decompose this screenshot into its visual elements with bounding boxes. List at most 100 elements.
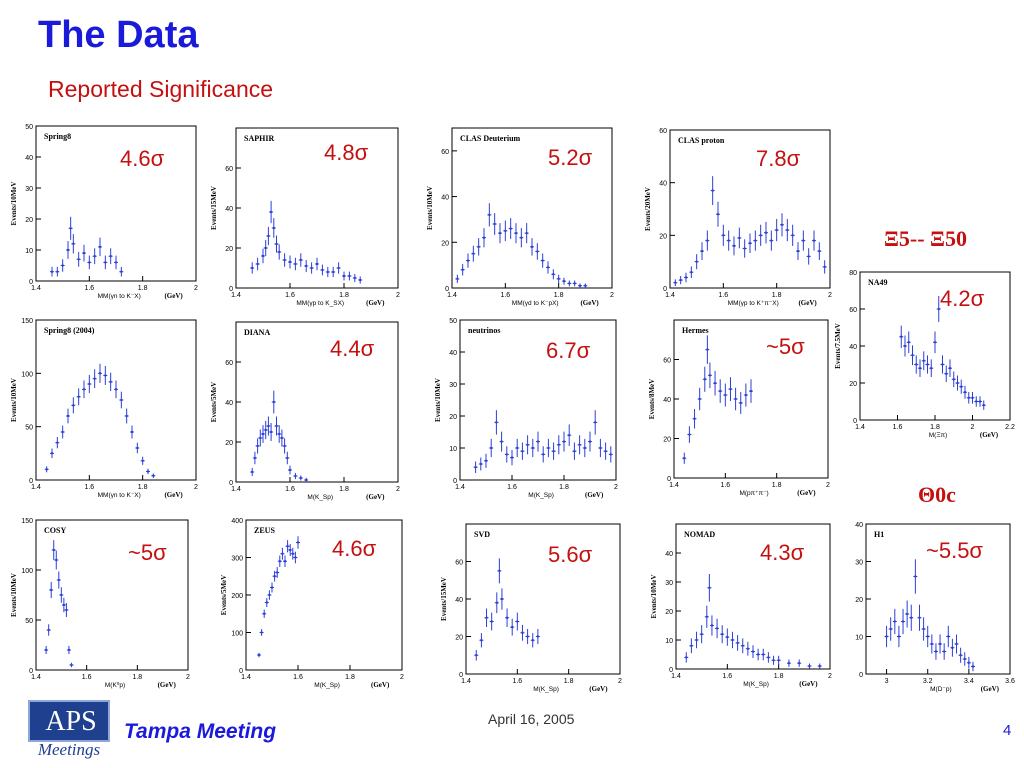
data-point — [694, 631, 699, 649]
data-point — [55, 266, 60, 277]
chart-title: CLAS Deuterium — [460, 134, 521, 143]
data-point — [963, 385, 967, 399]
page-number: 4 — [1003, 722, 1012, 739]
data-point — [489, 438, 494, 458]
data-point — [296, 536, 300, 549]
data-point — [266, 416, 271, 436]
data-point — [721, 224, 726, 246]
data-point — [699, 625, 704, 644]
y-tick-label: 20 — [225, 440, 233, 447]
x-axis-label: M(pπ⁺π⁻) — [739, 490, 768, 497]
x-tick-label: 1.8 — [774, 673, 784, 680]
x-tick-label: 2 — [614, 484, 618, 491]
chart-title: NA49 — [868, 278, 888, 287]
data-point — [280, 547, 285, 560]
y-tick-label: 0 — [853, 418, 857, 425]
plot-frame — [669, 129, 831, 289]
data-point — [269, 423, 274, 441]
chart-panel-hermes: 0 20 40 60 1.4 1.6 1.8 2 Hermes M(pπ⁺π⁻) (GeV) Even… — [648, 319, 830, 497]
y-tick-label: 150 — [21, 518, 33, 525]
y-tick-label: 60 — [441, 149, 449, 156]
data-point — [577, 435, 582, 455]
data-point — [288, 465, 292, 475]
chart-svg: 0 10 20 30 40 50 1.4 1.6 1.8 2 neutrinos M(K_Sp) (Ge… — [434, 318, 618, 499]
x-tick-label: 1.8 — [138, 484, 148, 491]
data-point — [119, 391, 124, 409]
x-axis-unit: (GeV) — [158, 681, 177, 689]
data-point — [103, 365, 108, 385]
data-point — [572, 280, 577, 287]
data-point — [700, 242, 704, 261]
data-point — [51, 540, 56, 560]
x-tick-label: 3.4 — [964, 678, 974, 685]
x-tick-label: 1.6 — [84, 484, 94, 491]
data-point — [262, 609, 267, 618]
data-point — [478, 457, 483, 471]
xi-label: Ξ5-- Ξ50 — [884, 226, 967, 251]
y-tick-label: 0 — [29, 668, 33, 675]
data-point — [263, 239, 268, 257]
y-tick-label: 80 — [849, 270, 857, 277]
chart-svg: 0 20 40 60 1.4 1.6 1.8 2 DIANA M(K_Sp) (GeV) Events… — [210, 321, 400, 501]
data-point — [530, 633, 535, 648]
data-point — [966, 392, 971, 404]
data-point — [536, 431, 540, 452]
data-point — [98, 237, 102, 257]
chart-svg: 0 10 20 30 40 3 3.2 3.4 3.6 H1 M(D⁻p) (GeV) — [855, 522, 1015, 693]
chart-panel-clas-deuterium: 0 20 40 60 1.4 1.6 1.8 2 CLAS Deuterium MM(γd to … — [426, 127, 614, 307]
data-point — [707, 573, 712, 602]
data-point — [723, 383, 728, 407]
data-point — [492, 213, 497, 235]
significance-svd: 5.6σ — [548, 542, 593, 567]
x-tick-label: 1.6 — [293, 674, 303, 681]
data-point — [285, 451, 290, 465]
x-tick-label: 1.8 — [554, 292, 564, 299]
data-point — [505, 608, 510, 627]
y-tick-label: 40 — [225, 400, 233, 407]
significance-nomad: 4.3σ — [760, 540, 805, 565]
y-tick-label: 0 — [229, 480, 233, 487]
y-tick-label: 0 — [29, 279, 33, 286]
data-point — [929, 359, 934, 378]
data-point — [710, 176, 715, 205]
x-axis-label: MM(γn to K⁻X) — [98, 293, 141, 300]
data-point — [130, 425, 134, 439]
data-point — [44, 645, 49, 655]
x-tick-label: 1.4 — [31, 484, 41, 491]
data-point — [535, 628, 540, 645]
chart-panel-nomad: 0 10 20 30 40 1.4 1.6 1.8 2 NOMAD M(K_Sp) (GeV) Even… — [650, 523, 832, 688]
x-tick-label: 2 — [971, 424, 975, 431]
chart-svg: 0 20 40 60 1.4 1.6 1.8 2 Hermes M(pπ⁺π⁻) (GeV) Even… — [648, 319, 830, 497]
data-point — [347, 271, 352, 281]
y-tick-label: 0 — [445, 286, 449, 293]
data-point — [87, 255, 92, 270]
y-tick-label: 30 — [449, 382, 457, 389]
chart-title: ZEUS — [254, 526, 275, 535]
significance-diana: 4.4σ — [330, 336, 375, 361]
x-tick-label: 1.4 — [241, 674, 251, 681]
data-point — [342, 271, 346, 281]
data-point — [718, 379, 723, 403]
data-point — [76, 388, 81, 406]
x-tick-label: 1.6 — [718, 292, 728, 299]
data-point — [933, 643, 938, 660]
data-point — [293, 551, 298, 564]
data-point — [929, 634, 934, 654]
data-point — [535, 243, 540, 260]
significance-neutrinos: 6.7σ — [546, 338, 591, 363]
significance-clas-proton: 7.8σ — [756, 146, 801, 171]
data-point — [288, 543, 293, 557]
data-point — [471, 245, 476, 262]
x-tick-label: 1.8 — [930, 424, 940, 431]
data-point — [732, 236, 736, 256]
chart-title: H1 — [874, 530, 884, 539]
data-point — [598, 438, 603, 458]
data-point — [264, 597, 269, 608]
x-tick-label: 2.2 — [1005, 424, 1015, 431]
y-axis-label: Events/10MeV — [434, 378, 442, 422]
data-point — [519, 228, 524, 248]
data-point — [135, 442, 140, 454]
data-point — [124, 408, 129, 424]
y-axis-label: Events/15MeV — [440, 577, 448, 621]
data-point — [498, 223, 502, 244]
